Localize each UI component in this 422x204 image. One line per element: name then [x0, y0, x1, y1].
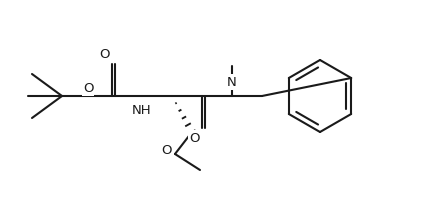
Text: N: N — [227, 75, 237, 89]
Text: O: O — [99, 49, 109, 61]
Text: NH: NH — [132, 103, 152, 116]
Text: O: O — [161, 144, 171, 157]
Text: O: O — [189, 132, 199, 144]
Text: O: O — [83, 82, 93, 94]
